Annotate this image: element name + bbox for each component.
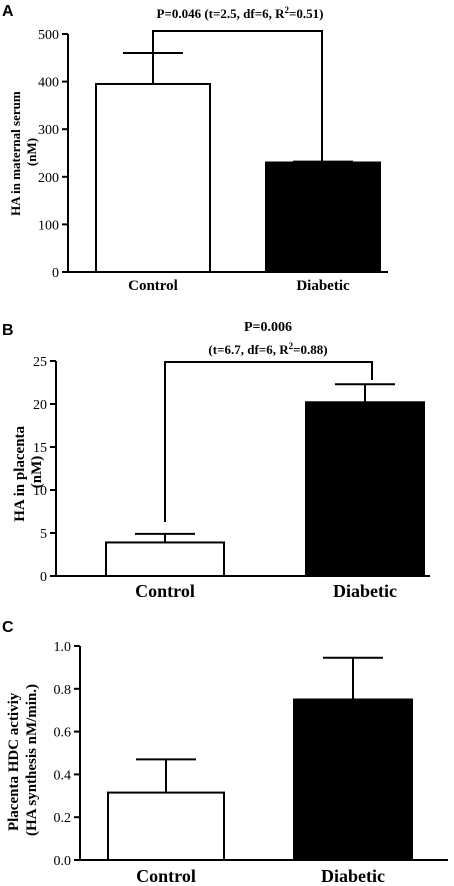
panel-c-ytick-label: 0.4 — [54, 768, 72, 783]
panel-b-letter: B — [2, 322, 14, 339]
panel-a-plot: 0 100 200 300 400 500 Control Diabetic — [38, 28, 388, 294]
panel-b: B P=0.006 (t=6.7, df=6, R2=0.88) HA in p… — [2, 320, 430, 601]
panel-c-bar-control — [107, 791, 225, 862]
panel-c: C Placenta HDC activiy (HA synthesis nM/… — [2, 619, 448, 886]
panel-b-ytick-label: 0 — [40, 570, 47, 585]
panel-b-ylabel: HA in placenta (nM) — [12, 422, 45, 522]
panel-b-bar-control — [105, 541, 225, 578]
panel-b-ytick-label: 25 — [33, 355, 47, 370]
panel-c-ytick-label: 0.6 — [54, 726, 72, 741]
panel-c-ytick-label: 0.2 — [54, 811, 72, 826]
panel-b-errorbar-diabetic — [335, 383, 395, 403]
panel-a-bracket — [152, 30, 323, 164]
panel-a-ylabel: HA in maternal serum (nM) — [8, 88, 39, 216]
panel-b-errorbar-control — [135, 532, 195, 543]
panel-c-ylabel: Placenta HDC activiy (HA synthesis nM/mi… — [6, 684, 40, 836]
panel-a-ytick-label: 400 — [38, 76, 59, 91]
panel-a: A P=0.046 (t=2.5, df=6, R2=0.51) HA in m… — [2, 3, 388, 294]
panel-c-ytick-label: 0.0 — [54, 854, 72, 869]
panel-c-ytick-label: 0.8 — [54, 683, 72, 698]
panel-b-category-label-diabetic: Diabetic — [333, 581, 397, 601]
panel-a-ytick-label: 300 — [38, 123, 59, 138]
panel-b-bracket — [164, 361, 373, 522]
panel-b-ytick-label: 15 — [33, 441, 47, 456]
panel-b-stat-text: (t=6.7, df=6, R2=0.88) — [208, 341, 327, 357]
panel-b-ytick-label: 20 — [33, 398, 47, 413]
panel-a-ytick-label: 0 — [52, 266, 59, 281]
panel-a-category-label-control: Control — [128, 278, 178, 294]
panel-c-errorbar-diabetic — [323, 656, 383, 700]
panel-c-plot: 0.0 0.2 0.4 0.6 0.8 1.0 Control Diabetic — [54, 640, 448, 886]
panel-a-ytick-label: 500 — [38, 28, 59, 43]
panel-b-stat-header: P=0.006 — [244, 320, 292, 335]
panel-c-category-label-diabetic: Diabetic — [321, 866, 385, 886]
panel-a-letter: A — [2, 3, 14, 20]
panel-a-errorbar-control — [123, 52, 183, 84]
panel-b-ytick-label: 5 — [40, 527, 47, 542]
panel-b-category-label-control: Control — [135, 581, 195, 601]
panel-c-errorbar-control — [136, 758, 196, 793]
panel-b-ytick-label: 10 — [33, 484, 47, 499]
panel-a-stat-text: P=0.046 (t=2.5, df=6, R2=0.51) — [156, 5, 323, 21]
panel-a-errorbar-diabetic — [293, 160, 353, 163]
panel-b-plot: 0 5 10 15 20 25 Control Diabetic — [33, 355, 430, 601]
panel-b-bar-diabetic — [305, 401, 425, 577]
panel-a-bar-control — [95, 82, 211, 274]
panel-a-ytick-label: 200 — [38, 171, 59, 186]
panel-a-category-label-diabetic: Diabetic — [296, 278, 350, 294]
panel-c-bar-diabetic — [293, 698, 413, 861]
panel-c-category-label-control: Control — [136, 866, 196, 886]
panel-a-ytick-label: 100 — [38, 218, 59, 233]
panel-a-bar-diabetic — [265, 161, 381, 274]
panel-c-letter: C — [2, 619, 14, 636]
panel-c-ytick-label: 1.0 — [54, 640, 72, 655]
